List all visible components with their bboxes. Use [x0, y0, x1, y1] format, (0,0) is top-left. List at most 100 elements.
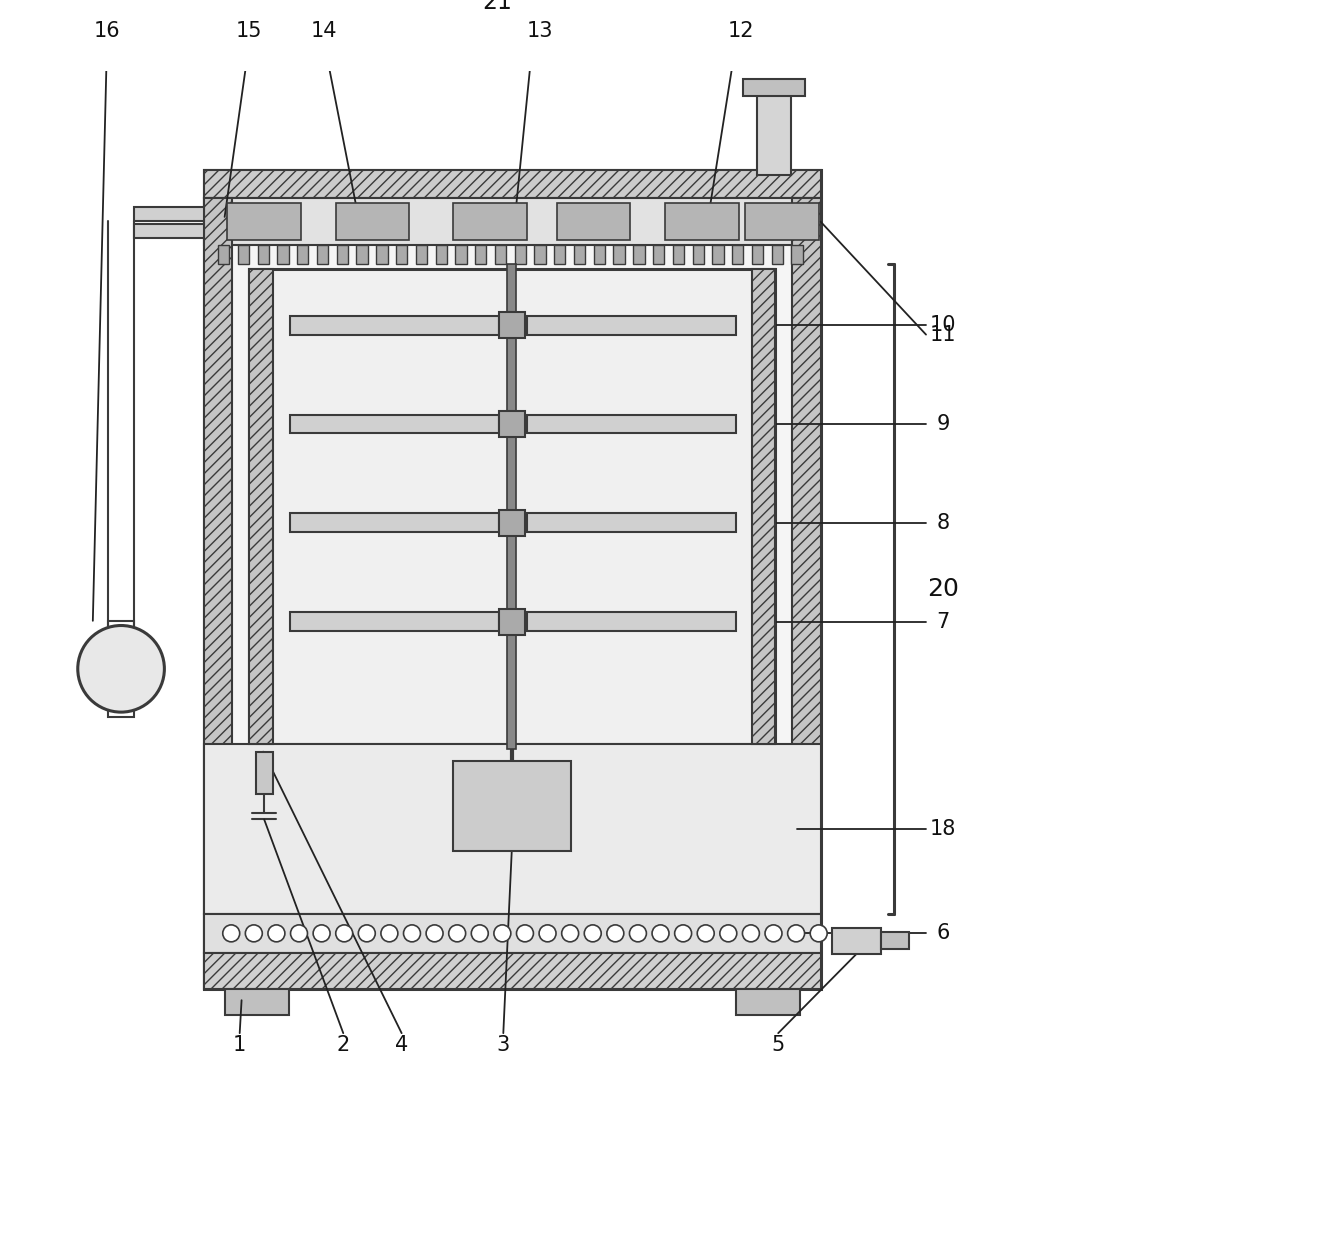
Text: 21: 21 — [483, 0, 512, 14]
Circle shape — [245, 925, 262, 941]
Bar — [108, 621, 134, 717]
Bar — [499, 411, 524, 437]
Circle shape — [788, 925, 804, 941]
Bar — [653, 246, 664, 265]
Bar — [249, 268, 776, 745]
Text: 15: 15 — [235, 20, 262, 40]
Bar — [238, 246, 249, 265]
Circle shape — [652, 925, 669, 941]
Bar — [203, 914, 820, 953]
Bar — [574, 246, 585, 265]
Text: 16: 16 — [94, 20, 120, 40]
Bar — [736, 989, 800, 1016]
Text: 20: 20 — [927, 577, 959, 601]
Bar — [515, 246, 526, 265]
Bar — [527, 612, 736, 631]
Bar — [557, 203, 630, 241]
Circle shape — [404, 925, 420, 941]
Text: 10: 10 — [930, 315, 957, 335]
Bar — [791, 246, 803, 265]
Bar — [134, 208, 203, 220]
Bar — [396, 246, 407, 265]
Bar — [554, 246, 566, 265]
Circle shape — [425, 925, 443, 941]
Bar — [712, 246, 724, 265]
Text: 18: 18 — [930, 819, 957, 839]
Bar — [203, 170, 820, 198]
Bar — [225, 989, 289, 1016]
Text: 3: 3 — [496, 1036, 510, 1056]
Bar — [277, 246, 289, 265]
Bar — [203, 198, 820, 246]
Bar — [203, 953, 820, 989]
Circle shape — [448, 925, 466, 941]
Bar — [527, 514, 736, 532]
Bar — [454, 761, 571, 850]
Circle shape — [78, 625, 165, 712]
Circle shape — [720, 925, 737, 941]
Bar — [203, 198, 233, 989]
Bar — [527, 316, 736, 335]
Bar — [757, 94, 791, 175]
Circle shape — [290, 925, 308, 941]
Text: 11: 11 — [930, 325, 957, 344]
Text: 8: 8 — [937, 513, 950, 533]
Bar — [880, 932, 909, 949]
Bar — [832, 927, 880, 954]
Bar — [673, 246, 684, 265]
Circle shape — [359, 925, 375, 941]
Circle shape — [629, 925, 646, 941]
Circle shape — [674, 925, 692, 941]
Text: 13: 13 — [527, 20, 554, 40]
Bar — [256, 752, 273, 794]
Bar — [752, 246, 763, 265]
Circle shape — [562, 925, 578, 941]
Bar — [594, 246, 605, 265]
Bar — [289, 612, 499, 631]
Circle shape — [585, 925, 601, 941]
Bar — [356, 246, 368, 265]
Bar — [495, 246, 506, 265]
Bar — [289, 514, 499, 532]
Circle shape — [811, 925, 827, 941]
Circle shape — [494, 925, 511, 941]
Bar — [752, 268, 776, 745]
Bar — [289, 316, 499, 335]
Bar — [376, 246, 388, 265]
Circle shape — [268, 925, 285, 941]
Bar — [499, 312, 524, 339]
Bar — [772, 246, 783, 265]
Bar — [633, 246, 645, 265]
Circle shape — [381, 925, 397, 941]
Bar — [744, 79, 804, 97]
Bar — [203, 745, 820, 914]
Circle shape — [697, 925, 714, 941]
Bar — [507, 265, 516, 748]
Bar — [613, 246, 625, 265]
Bar — [416, 246, 427, 265]
Bar — [249, 268, 273, 745]
Bar — [435, 246, 447, 265]
Bar — [475, 246, 486, 265]
Circle shape — [607, 925, 624, 941]
Bar — [289, 415, 499, 433]
Bar — [258, 246, 269, 265]
Bar — [499, 510, 524, 536]
Text: 7: 7 — [937, 612, 950, 631]
Circle shape — [471, 925, 488, 941]
Bar — [665, 203, 739, 241]
Text: 6: 6 — [937, 924, 950, 944]
Bar — [218, 246, 229, 265]
Text: 2: 2 — [337, 1036, 349, 1056]
Bar — [732, 246, 744, 265]
Bar — [336, 203, 409, 241]
Bar — [134, 224, 203, 238]
Bar — [203, 170, 820, 989]
Bar — [317, 246, 328, 265]
Circle shape — [336, 925, 353, 941]
Text: 9: 9 — [937, 415, 950, 433]
Bar — [337, 246, 348, 265]
Text: 5: 5 — [772, 1036, 785, 1056]
Bar — [693, 246, 704, 265]
Bar — [455, 246, 467, 265]
